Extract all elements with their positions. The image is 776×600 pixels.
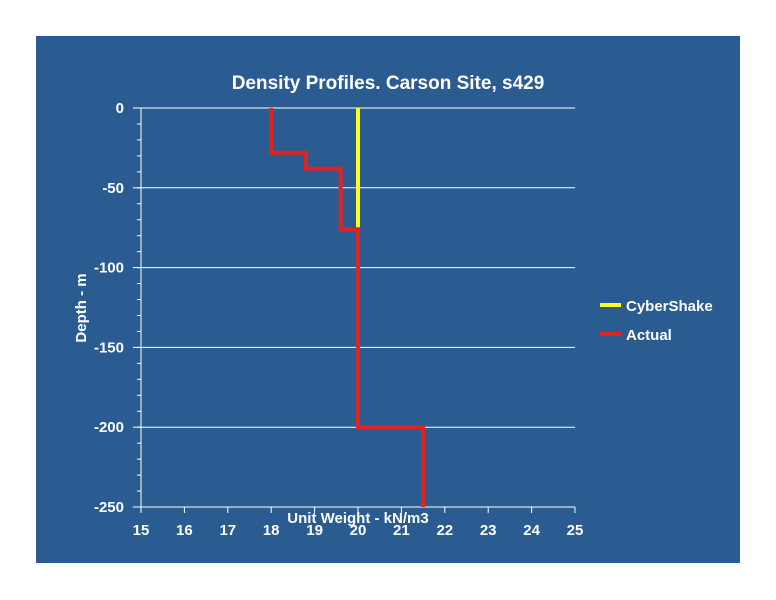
- y-tick-label: -150: [94, 339, 124, 356]
- y-tick-label: -50: [102, 180, 124, 197]
- legend: CyberShake Actual: [600, 298, 713, 344]
- x-tick-label: 19: [306, 522, 323, 539]
- x-axis-label: Unit Weight - kN/m3: [287, 510, 428, 527]
- y-tick-label: 0: [116, 100, 124, 117]
- x-tick-label: 21: [393, 522, 410, 539]
- chart-background: [36, 36, 740, 563]
- legend-label-cybershake: CyberShake: [626, 298, 713, 315]
- x-tick-label: 20: [350, 522, 367, 539]
- x-tick-label: 24: [523, 522, 540, 539]
- x-tick-label: 22: [436, 522, 453, 539]
- x-tick-label: 15: [133, 522, 150, 539]
- legend-label-actual: Actual: [626, 327, 672, 344]
- y-tick-label: -200: [94, 419, 124, 436]
- y-tick-label: -250: [94, 499, 124, 516]
- y-tick-label: -100: [94, 260, 124, 277]
- x-tick-label: 23: [480, 522, 497, 539]
- series-line-actual: [269, 108, 426, 507]
- series: [269, 108, 426, 507]
- x-tick-label: 16: [176, 522, 193, 539]
- x-tick-label: 25: [567, 522, 584, 539]
- axes: 0 -50 -100 -150 -200 -250 15 16 17 18 19 20 21 22 23 24…: [94, 100, 583, 539]
- x-tick-label: 18: [263, 522, 280, 539]
- x-tick-label: 17: [219, 522, 236, 539]
- y-axis-label: Depth - m: [73, 273, 90, 342]
- chart-title: Density Profiles. Carson Site, s429: [232, 73, 545, 94]
